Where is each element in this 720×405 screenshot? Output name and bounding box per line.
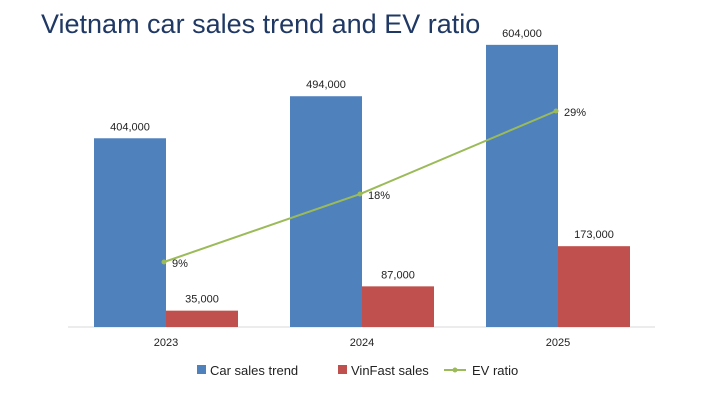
ev-ratio-data-label: 18%	[368, 190, 390, 202]
x-tick-label: 2023	[154, 337, 178, 349]
ev-ratio-point	[161, 259, 167, 265]
x-tick-label: 2025	[546, 337, 570, 349]
car-sales-data-label: 604,000	[502, 28, 542, 40]
x-tick-label: 2024	[350, 337, 374, 349]
ev-ratio-point	[553, 108, 559, 114]
legend-vinfast-sales-label: VinFast sales	[351, 363, 429, 378]
car-sales-bar	[486, 44, 558, 328]
ev-ratio-data-label: 29%	[564, 107, 586, 119]
ev-ratio-data-label: 9%	[172, 258, 188, 270]
vinfast-sales-data-label: 35,000	[185, 294, 219, 306]
vinfast-sales-data-label: 173,000	[574, 229, 614, 241]
vinfast-sales-bar	[166, 310, 238, 327]
legend-ev-ratio-marker	[452, 367, 458, 373]
legend-car-sales-swatch	[197, 365, 206, 374]
car-sales-bar	[290, 96, 362, 327]
car-sales-data-label: 404,000	[110, 121, 150, 133]
legend-car-sales-label: Car sales trend	[210, 363, 298, 378]
vinfast-sales-data-label: 87,000	[381, 269, 415, 281]
vinfast-sales-bar	[558, 246, 630, 327]
ev-ratio-point	[357, 191, 363, 197]
car-sales-data-label: 494,000	[306, 79, 346, 91]
chart-title: Vietnam car sales trend and EV ratio	[41, 9, 481, 39]
car-sales-bar	[94, 138, 166, 327]
legend-ev-ratio-label: EV ratio	[472, 363, 518, 378]
vinfast-sales-bar	[362, 286, 434, 327]
legend-vinfast-sales-swatch	[338, 365, 347, 374]
